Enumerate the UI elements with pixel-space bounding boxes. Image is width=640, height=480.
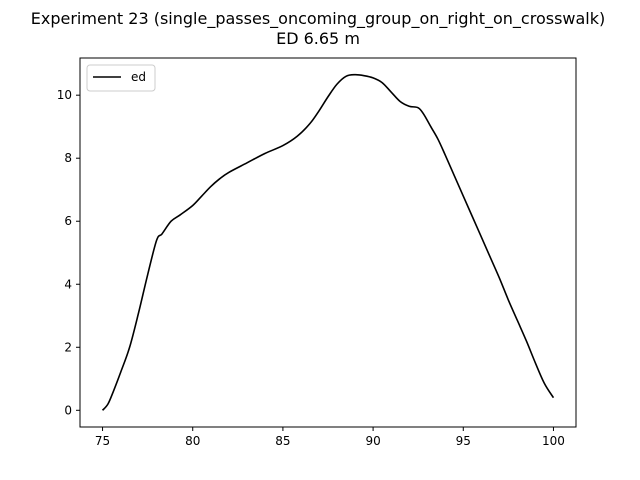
chart-subtitle: ED 6.65 m: [276, 29, 360, 48]
chart-title: Experiment 23 (single_passes_oncoming_gr…: [31, 9, 606, 29]
legend-label-ed: ed: [131, 70, 146, 84]
legend: ed: [86, 64, 156, 92]
x-tick-label: 85: [275, 434, 290, 448]
series-line-ed: [101, 73, 555, 411]
x-axis: 75 80 85 90 95 100: [95, 427, 565, 448]
legend-box: [86, 64, 156, 92]
y-axis: 0 2 4 6 8 10: [57, 88, 80, 417]
y-tick-label: 8: [64, 151, 72, 165]
y-tick-label: 2: [64, 340, 72, 354]
y-tick-label: 0: [64, 403, 72, 417]
y-tick-label: 10: [57, 88, 72, 102]
y-tick-label: 4: [64, 277, 72, 291]
x-tick-label: 100: [542, 434, 565, 448]
series-layer: [101, 73, 555, 411]
plot-frame: [79, 57, 577, 428]
y-tick-label: 6: [64, 214, 72, 228]
x-tick-label: 75: [95, 434, 110, 448]
x-tick-label: 90: [365, 434, 380, 448]
x-tick-label: 95: [456, 434, 471, 448]
x-tick-label: 80: [185, 434, 200, 448]
